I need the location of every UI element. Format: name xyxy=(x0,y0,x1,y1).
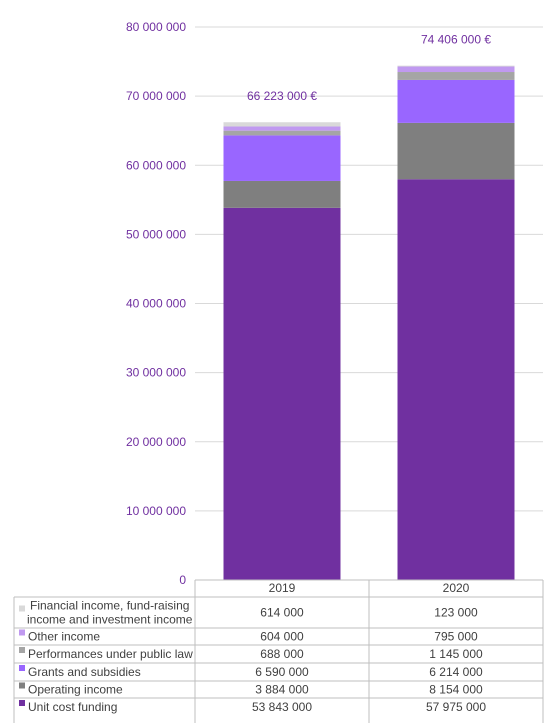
y-tick-label: 0 xyxy=(179,573,186,587)
table-value: 604 000 xyxy=(260,630,304,644)
bar-segment xyxy=(397,179,515,581)
table-value: 53 843 000 xyxy=(252,700,312,714)
legend-label: income and investment income xyxy=(27,613,193,627)
y-tick-label: 60 000 000 xyxy=(126,158,186,172)
y-tick-label: 80 000 000 xyxy=(126,20,186,34)
bar-segment xyxy=(223,122,341,127)
bar-segment xyxy=(397,66,515,73)
bar-segment xyxy=(397,122,515,180)
table-value: 8 154 000 xyxy=(429,683,483,697)
bar-total-label: 66 223 000 € xyxy=(247,89,317,103)
bar-segment xyxy=(223,207,341,581)
table-header-2019: 2019 xyxy=(269,581,296,595)
bar-segment xyxy=(223,135,341,181)
legend-label: Other income xyxy=(28,630,100,644)
bar-segment xyxy=(397,65,515,67)
table-value: 1 145 000 xyxy=(429,647,483,661)
legend-key xyxy=(19,665,25,671)
legend-label: Unit cost funding xyxy=(28,700,117,714)
legend-label: Grants and subsidies xyxy=(28,665,141,679)
legend-key xyxy=(19,605,25,612)
legend-label: Operating income xyxy=(28,683,123,697)
y-tick-label: 70 000 000 xyxy=(126,89,186,103)
table-header-2020: 2020 xyxy=(443,581,470,595)
bar-segment xyxy=(397,79,515,123)
bar-segment xyxy=(223,126,341,131)
legend-key xyxy=(19,629,25,636)
y-tick-label: 20 000 000 xyxy=(126,435,186,449)
table-value: 6 590 000 xyxy=(255,665,309,679)
table-value: 688 000 xyxy=(260,647,304,661)
legend-label: Performances under public law xyxy=(28,647,193,661)
legend-key xyxy=(19,647,25,653)
bar-segment xyxy=(223,180,341,208)
y-tick-label: 30 000 000 xyxy=(126,366,186,380)
table-value: 3 884 000 xyxy=(255,683,309,697)
bar-segment xyxy=(397,72,515,80)
y-tick-label: 40 000 000 xyxy=(126,297,186,311)
table-value: 57 975 000 xyxy=(426,700,486,714)
legend-key xyxy=(19,700,25,706)
table-value: 795 000 xyxy=(434,630,478,644)
legend-label: Financial income, fund-raising xyxy=(30,599,189,613)
y-tick-label: 50 000 000 xyxy=(126,227,186,241)
bar-total-label: 74 406 000 € xyxy=(421,33,491,47)
table-value: 614 000 xyxy=(260,606,304,620)
table-value: 123 000 xyxy=(434,606,478,620)
y-tick-label: 10 000 000 xyxy=(126,504,186,518)
bar-segment xyxy=(223,130,341,136)
legend-key xyxy=(19,682,25,689)
table-value: 6 214 000 xyxy=(429,665,483,679)
